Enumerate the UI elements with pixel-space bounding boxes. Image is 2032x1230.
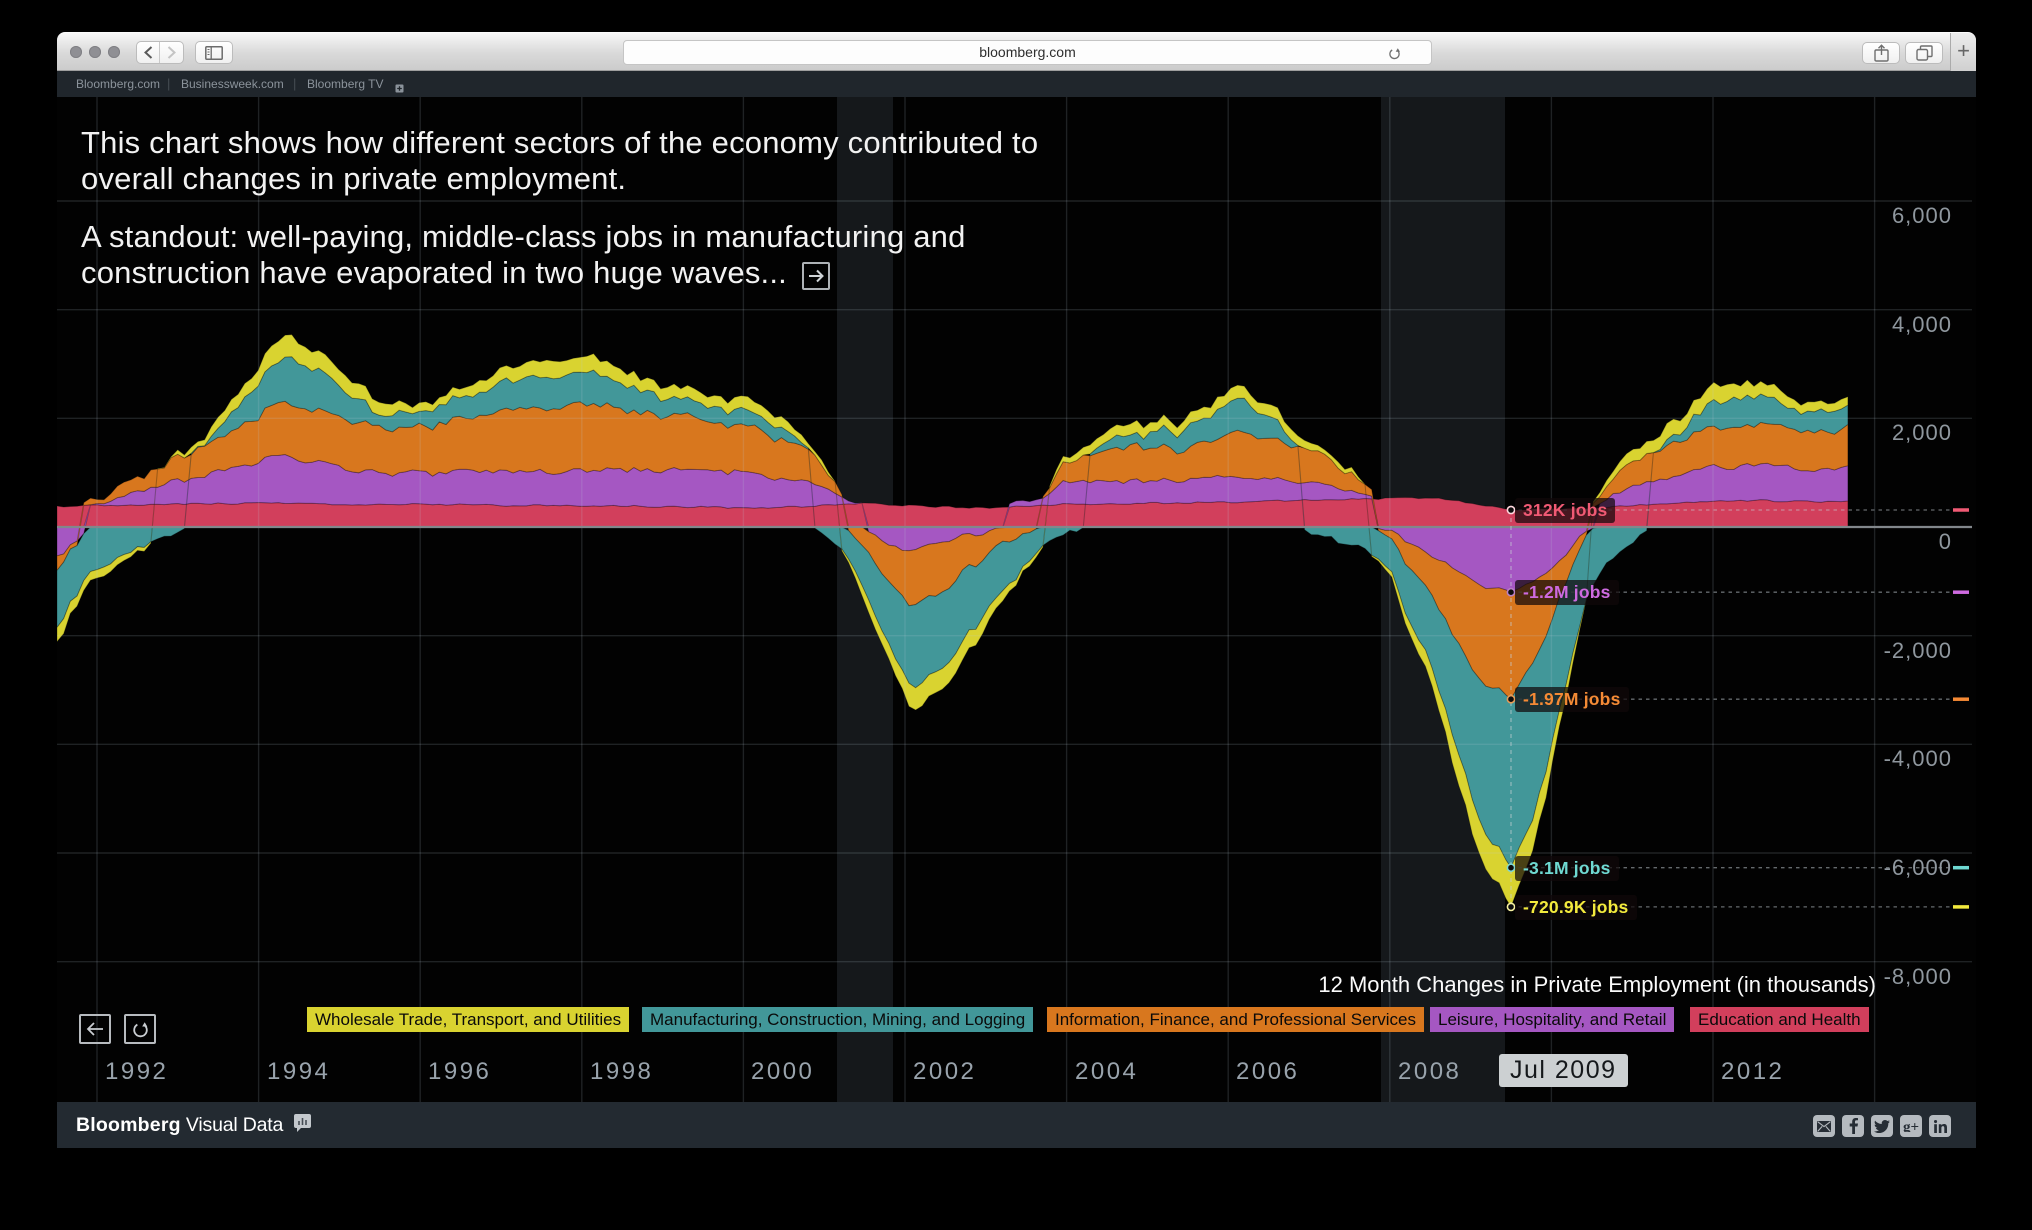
svg-text:g+: g+ [1903,1121,1919,1132]
